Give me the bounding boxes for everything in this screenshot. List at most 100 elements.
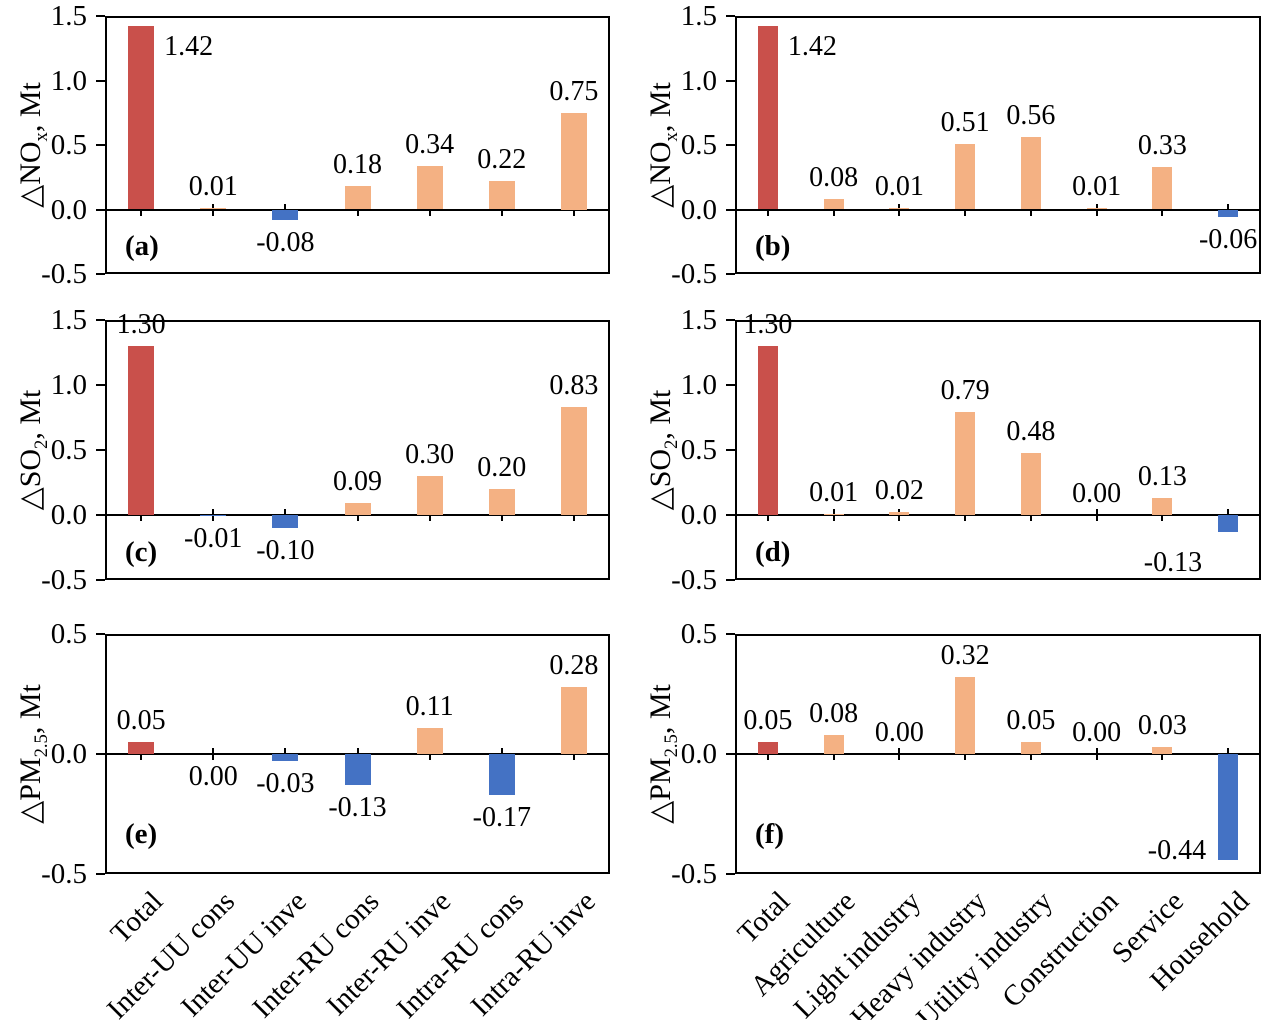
data-label: 0.13 bbox=[1137, 461, 1187, 493]
bar-inter-uu-inve bbox=[272, 754, 299, 762]
y-axis-title-subscript: 2.5 bbox=[31, 734, 52, 758]
y-tick-label: 0.0 bbox=[680, 193, 717, 226]
y-axis-title-prefix: △NO bbox=[14, 141, 47, 208]
x-tick bbox=[1029, 509, 1032, 521]
data-label: 0.83 bbox=[549, 370, 599, 402]
x-tick bbox=[898, 509, 901, 521]
bar-total bbox=[757, 346, 778, 515]
y-tick-label: 0.5 bbox=[680, 434, 717, 466]
data-label: 0.33 bbox=[1137, 129, 1187, 161]
bar-agriculture bbox=[823, 513, 844, 515]
bar-intra-ru-inve bbox=[560, 686, 587, 754]
bar-utility-industry bbox=[1020, 452, 1041, 515]
data-label: 0.08 bbox=[809, 162, 859, 194]
y-tick bbox=[96, 384, 105, 386]
x-tick bbox=[500, 509, 503, 521]
bar-construction bbox=[1086, 208, 1107, 210]
data-label: 0.00 bbox=[874, 717, 924, 748]
y-tick bbox=[726, 319, 735, 321]
y-tick-label: -0.5 bbox=[41, 258, 87, 290]
bar-utility-industry bbox=[1020, 742, 1041, 754]
data-label: 0.03 bbox=[1137, 709, 1187, 741]
x-tick bbox=[1095, 748, 1098, 760]
y-tick bbox=[96, 514, 105, 516]
y-tick bbox=[726, 144, 735, 146]
panel-tag: (f) bbox=[755, 818, 784, 850]
y-tick-label: 0.0 bbox=[680, 738, 717, 770]
y-tick bbox=[726, 579, 735, 581]
bar-total bbox=[757, 26, 778, 210]
data-label: -0.13 bbox=[1143, 546, 1203, 578]
y-axis-title-subscript: x bbox=[661, 132, 682, 142]
x-tick bbox=[964, 509, 967, 521]
bar-utility-industry bbox=[1020, 137, 1041, 210]
x-tick bbox=[766, 203, 769, 216]
x-tick bbox=[766, 748, 769, 760]
bar-inter-ru-inve bbox=[416, 476, 443, 515]
data-label: -0.17 bbox=[472, 801, 531, 833]
y-tick bbox=[96, 753, 105, 755]
bar-total bbox=[128, 26, 155, 210]
bar-service bbox=[1152, 166, 1173, 210]
bar-agriculture bbox=[823, 199, 844, 210]
bar-total bbox=[128, 742, 155, 754]
data-label: -0.44 bbox=[1147, 834, 1207, 866]
x-tick bbox=[428, 509, 431, 521]
x-tick bbox=[140, 748, 143, 760]
data-label: 0.32 bbox=[940, 640, 990, 672]
y-tick-label: -0.5 bbox=[671, 858, 717, 890]
y-tick-label: 0.5 bbox=[680, 618, 717, 650]
y-tick-label: 1.0 bbox=[50, 369, 87, 401]
y-axis-title-subscript: 2 bbox=[31, 439, 52, 449]
data-label: 0.01 bbox=[188, 171, 238, 203]
data-label: -0.01 bbox=[184, 523, 243, 555]
y-tick bbox=[726, 79, 735, 82]
y-tick-label: -0.5 bbox=[41, 564, 87, 596]
x-tick bbox=[572, 509, 575, 521]
y-tick bbox=[96, 579, 105, 581]
data-label: 0.11 bbox=[405, 690, 454, 722]
data-label: 0.05 bbox=[1006, 705, 1056, 736]
bar-inter-uu-cons bbox=[200, 208, 227, 210]
bar-agriculture bbox=[823, 734, 844, 754]
data-label: 1.42 bbox=[787, 31, 837, 63]
y-axis-title: △PM2.5, Mt bbox=[643, 684, 683, 824]
y-axis-title-prefix: △PM bbox=[14, 757, 47, 824]
x-tick bbox=[1161, 509, 1164, 521]
data-label: 0.00 bbox=[1072, 717, 1122, 748]
bar-intra-ru-cons bbox=[488, 181, 515, 210]
data-label: -0.06 bbox=[1198, 224, 1258, 256]
panel-tag: (b) bbox=[755, 230, 791, 262]
x-tick bbox=[428, 748, 431, 760]
y-tick bbox=[96, 633, 105, 635]
x-tick bbox=[832, 203, 835, 216]
data-label: 0.01 bbox=[1072, 171, 1122, 203]
y-tick-label: 0.5 bbox=[50, 434, 87, 466]
panel-tag: (c) bbox=[125, 536, 158, 568]
bar-service bbox=[1152, 746, 1173, 754]
y-axis-title-unit: , Mt bbox=[14, 82, 47, 133]
y-axis-title: △NOx, Mt bbox=[13, 82, 53, 208]
y-tick bbox=[96, 273, 105, 275]
data-label: 0.48 bbox=[1006, 415, 1056, 447]
x-tick bbox=[832, 509, 835, 521]
bar-intra-ru-cons bbox=[488, 489, 515, 515]
bar-household bbox=[1218, 515, 1239, 532]
y-tick bbox=[96, 319, 105, 321]
x-tick bbox=[964, 748, 967, 760]
x-tick bbox=[428, 203, 431, 216]
y-tick bbox=[726, 514, 735, 516]
data-label: 1.30 bbox=[743, 309, 793, 340]
plot-area bbox=[735, 16, 1261, 274]
data-label: 0.01 bbox=[809, 476, 859, 508]
plot-area bbox=[105, 16, 610, 274]
y-tick bbox=[726, 208, 735, 211]
data-label: -0.03 bbox=[256, 768, 315, 800]
data-label: -0.13 bbox=[328, 792, 387, 824]
y-tick bbox=[96, 79, 105, 82]
panel-tag: (a) bbox=[125, 230, 159, 262]
bar-household bbox=[1218, 209, 1239, 218]
data-label: 1.30 bbox=[116, 309, 166, 340]
y-axis-title-prefix: △SO bbox=[644, 448, 677, 511]
y-tick-label: 1.5 bbox=[50, 0, 87, 32]
